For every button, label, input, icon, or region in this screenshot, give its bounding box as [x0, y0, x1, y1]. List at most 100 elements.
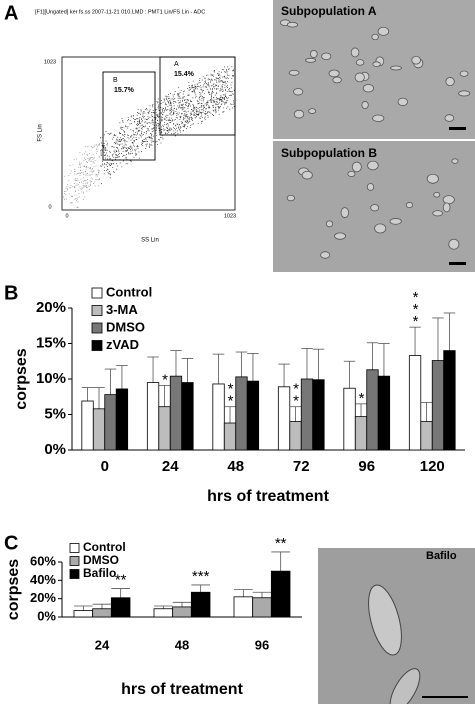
event-dot	[158, 105, 159, 107]
event-dot	[101, 183, 102, 185]
event-dot	[119, 140, 120, 142]
event-dot	[164, 132, 166, 134]
event-dot	[218, 114, 220, 116]
event-dot	[183, 107, 185, 109]
event-dot	[109, 158, 110, 160]
event-dot	[217, 101, 218, 103]
event-dot	[76, 198, 78, 200]
event-dot	[137, 121, 139, 123]
event-dot	[115, 143, 116, 145]
event-dot	[155, 141, 157, 143]
event-dot	[75, 198, 77, 199]
event-dot	[77, 180, 79, 182]
event-dot	[210, 79, 212, 81]
event-dot	[141, 128, 142, 129]
event-dot	[185, 116, 187, 118]
event-dot	[128, 148, 130, 149]
event-dot	[218, 71, 220, 73]
event-dot	[163, 128, 165, 130]
event-dot	[152, 118, 153, 120]
event-dot	[171, 109, 173, 111]
event-dot	[143, 111, 145, 112]
event-dot	[173, 108, 175, 109]
event-dot	[200, 111, 201, 113]
event-dot	[99, 179, 101, 180]
event-dot	[223, 97, 224, 99]
event-dot	[161, 112, 163, 113]
event-dot	[198, 114, 200, 115]
event-dot	[205, 83, 207, 84]
event-dot	[194, 91, 195, 92]
event-dot	[179, 116, 181, 117]
event-dot	[109, 150, 111, 152]
event-dot	[140, 122, 141, 124]
event-dot	[169, 119, 171, 121]
significance-label: *	[353, 390, 370, 402]
event-dot	[205, 108, 206, 110]
cell	[390, 65, 402, 71]
bar	[366, 369, 379, 451]
event-dot	[142, 120, 143, 122]
event-dot	[164, 109, 166, 111]
event-dot	[187, 94, 189, 96]
legend-label: zVAD	[106, 337, 139, 352]
event-dot	[172, 96, 174, 98]
event-dot	[116, 142, 118, 144]
event-dot	[81, 181, 82, 183]
event-dot	[198, 82, 200, 84]
event-dot	[187, 121, 189, 122]
event-dot	[216, 78, 217, 80]
event-dot	[74, 171, 75, 172]
event-dot	[220, 99, 221, 100]
event-dot	[206, 83, 208, 85]
event-dot	[104, 153, 106, 155]
event-dot	[126, 148, 127, 149]
event-dot	[113, 146, 115, 148]
event-dot	[83, 174, 85, 176]
event-dot	[133, 136, 135, 138]
event-dot	[188, 94, 190, 96]
event-dot	[98, 179, 100, 180]
event-dot	[125, 147, 127, 149]
event-dot	[142, 124, 144, 126]
y-axis-label: FS Lin	[38, 124, 44, 141]
event-dot	[225, 78, 227, 80]
event-dot	[233, 106, 235, 107]
event-dot	[103, 145, 104, 147]
event-dot	[204, 106, 205, 108]
event-dot	[137, 148, 139, 150]
event-dot	[172, 120, 173, 122]
event-dot	[129, 146, 131, 148]
event-dot	[140, 110, 142, 112]
event-dot	[92, 161, 94, 163]
event-dot	[219, 77, 221, 79]
event-dot	[85, 180, 86, 182]
event-dot	[155, 109, 157, 110]
event-dot	[169, 128, 170, 130]
event-dot	[210, 99, 211, 100]
event-dot	[212, 114, 213, 115]
event-dot	[145, 121, 147, 123]
event-dot	[192, 91, 194, 93]
event-dot	[203, 107, 204, 109]
event-dot	[115, 135, 117, 136]
event-dot	[176, 123, 178, 125]
event-dot	[206, 108, 207, 110]
event-dot	[201, 103, 203, 104]
event-dot	[208, 83, 209, 85]
event-dot	[146, 119, 147, 120]
event-dot	[151, 116, 153, 118]
event-dot	[130, 123, 132, 125]
event-dot	[208, 78, 210, 80]
event-dot	[122, 138, 124, 140]
event-dot	[119, 143, 121, 145]
event-dot	[157, 144, 158, 145]
event-dot	[193, 106, 195, 108]
event-dot	[103, 147, 105, 148]
event-dot	[204, 113, 205, 115]
event-dot	[79, 182, 80, 183]
event-dot	[199, 92, 201, 93]
event-dot	[119, 156, 120, 158]
event-dot	[112, 154, 113, 156]
event-dot	[86, 187, 88, 189]
